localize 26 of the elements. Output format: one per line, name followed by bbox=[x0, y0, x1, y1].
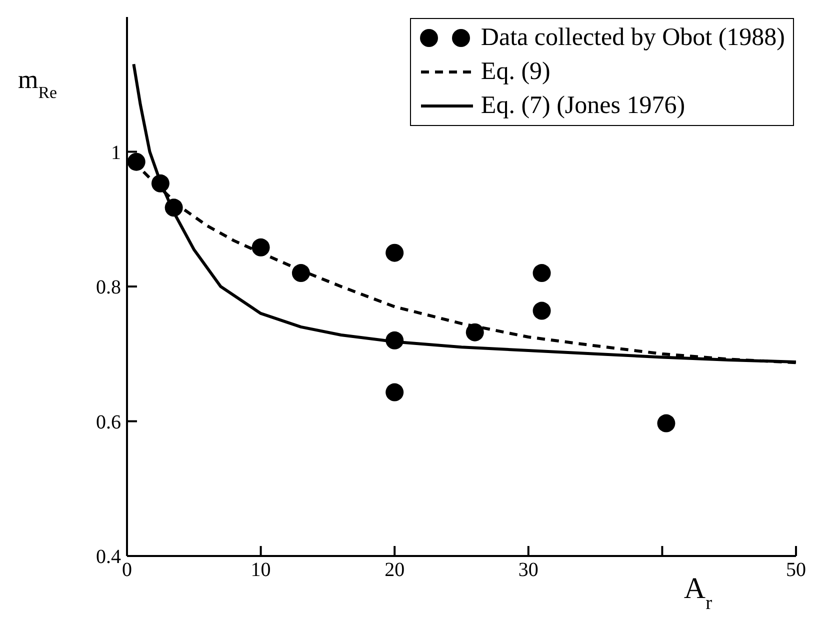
legend-label: Data collected by Obot (1988) bbox=[480, 24, 785, 52]
x-tick-label: 50 bbox=[786, 559, 806, 582]
point bbox=[292, 264, 310, 282]
y-tick-label: 1 bbox=[111, 142, 121, 164]
x-tick-label: 20 bbox=[384, 559, 405, 582]
x-tick-label: 30 bbox=[518, 559, 538, 582]
y-tick-label: 0.8 bbox=[96, 276, 121, 299]
point bbox=[386, 331, 404, 350]
point bbox=[164, 198, 183, 217]
point bbox=[657, 414, 676, 432]
x-tick-label: 10 bbox=[250, 559, 271, 582]
legend-label: Eq. (9) bbox=[480, 58, 550, 86]
point bbox=[252, 238, 270, 256]
x-axis-title: A$_{r}$ bbox=[684, 572, 713, 614]
point bbox=[532, 302, 551, 320]
y-axis-title: m$_{Re}$ bbox=[18, 65, 57, 102]
y-tick-label: 0.6 bbox=[96, 411, 121, 434]
point bbox=[466, 323, 484, 342]
point bbox=[127, 152, 146, 171]
x-tick-label: 0 bbox=[122, 559, 132, 582]
y-tick-label: 0.4 bbox=[96, 546, 121, 568]
legend-label: Eq. (7) (Jones 1976) bbox=[480, 92, 686, 120]
point bbox=[386, 383, 404, 402]
point bbox=[386, 244, 404, 262]
point bbox=[151, 174, 170, 192]
point bbox=[532, 264, 551, 282]
